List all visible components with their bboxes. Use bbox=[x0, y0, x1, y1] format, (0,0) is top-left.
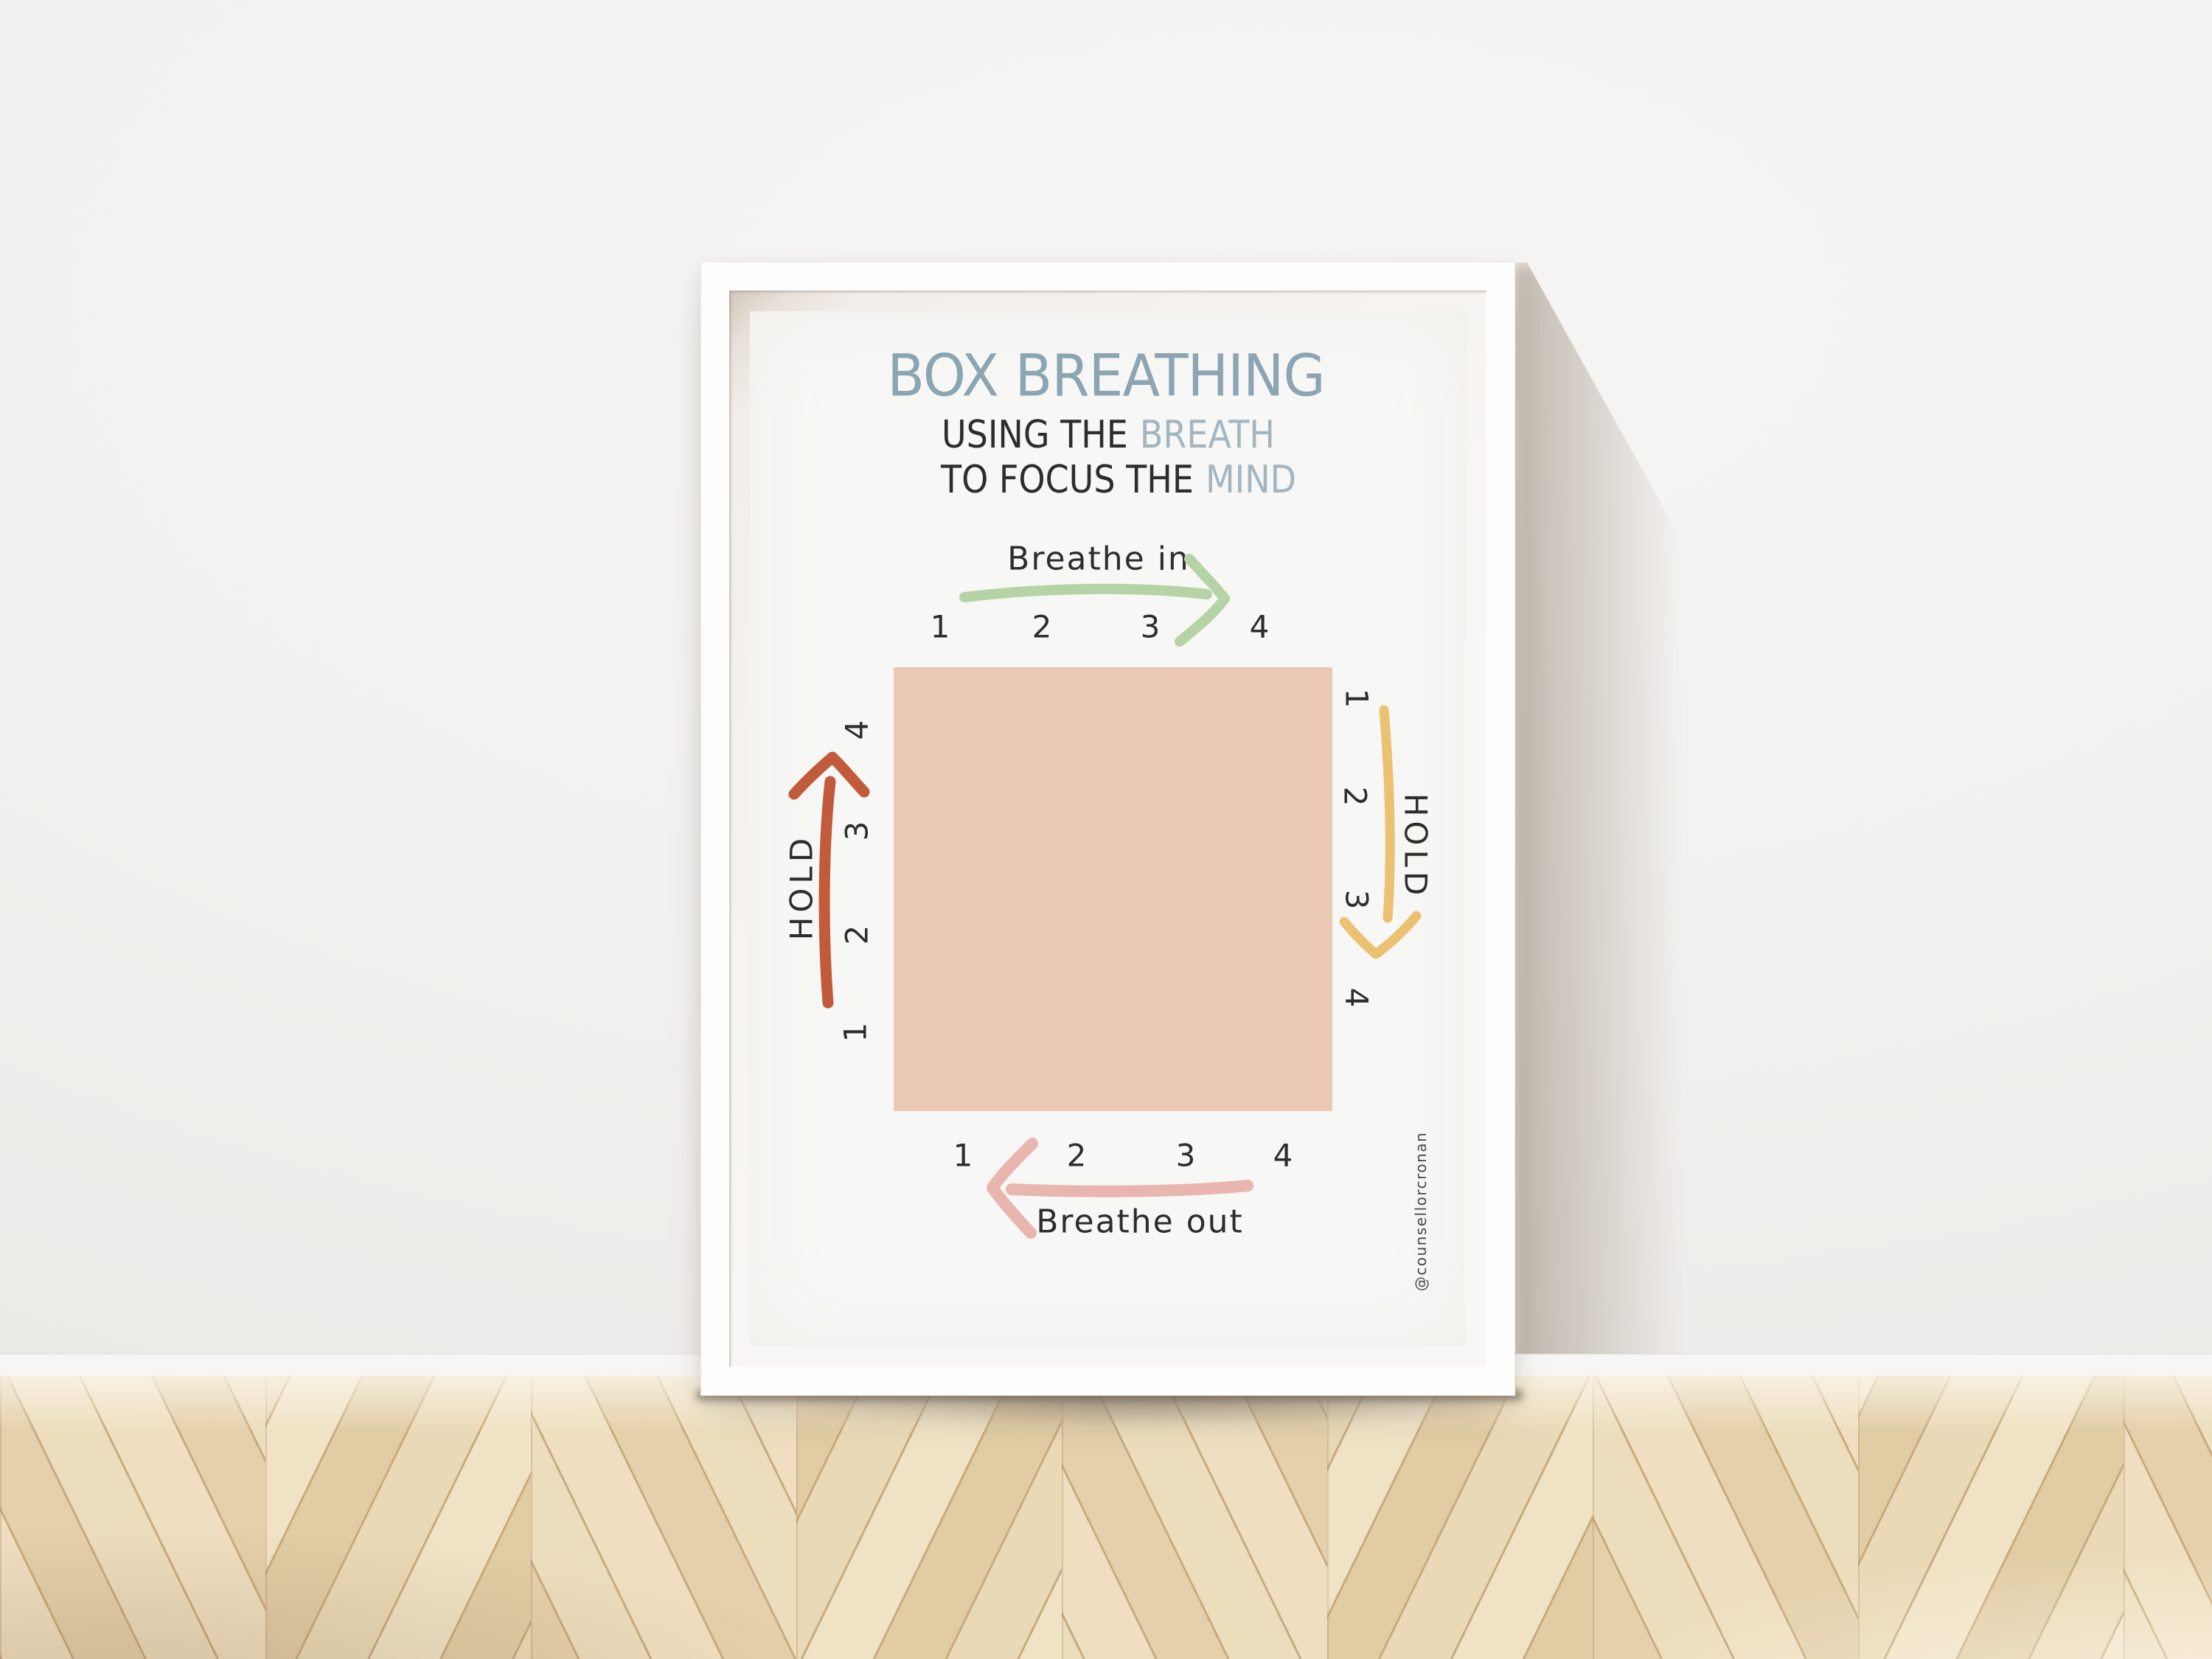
count-top-3: 3 bbox=[1140, 608, 1161, 645]
hold-right-label: HOLD bbox=[1397, 793, 1434, 900]
count-bottom-1: 1 bbox=[953, 1137, 973, 1174]
arrow-head bbox=[987, 1138, 1038, 1239]
floor-lighting bbox=[0, 1376, 2212, 1659]
count-bottom-3: 3 bbox=[1175, 1137, 1196, 1174]
subtitle-line1-dark: USING THE bbox=[941, 411, 1128, 457]
count-right-3: 3 bbox=[1338, 889, 1375, 910]
subtitle-line1-accent: BREATH bbox=[1139, 411, 1276, 457]
arrow-shaft bbox=[959, 583, 1212, 602]
arrow-shaft bbox=[818, 776, 836, 1009]
hold-left-arrow-icon bbox=[788, 751, 870, 1009]
count-right-1: 1 bbox=[1338, 688, 1375, 709]
count-left-1: 1 bbox=[837, 1022, 874, 1043]
subtitle-line2-dark: TO FOCUS THE bbox=[940, 456, 1194, 502]
subtitle-line2-accent: MIND bbox=[1205, 456, 1297, 502]
arrow-head bbox=[1175, 554, 1230, 647]
poster-credit: @counsellorcronan bbox=[1412, 1131, 1430, 1292]
breathe-out-arrow-icon bbox=[987, 1138, 1253, 1239]
breathe-in-label: Breathe in bbox=[1007, 540, 1190, 578]
arrow-shaft bbox=[1006, 1180, 1253, 1197]
count-left-3: 3 bbox=[838, 821, 875, 841]
count-bottom-2: 2 bbox=[1066, 1137, 1087, 1174]
count-left-4: 4 bbox=[838, 720, 875, 740]
count-top-1: 1 bbox=[930, 608, 950, 645]
arrow-shaft bbox=[1379, 705, 1395, 923]
breathe-out-label: Breathe out bbox=[1036, 1203, 1244, 1241]
hold-right-arrow-icon bbox=[1339, 705, 1422, 959]
arrow-head bbox=[1339, 911, 1422, 959]
poster-title: BOX BREATHING bbox=[887, 342, 1325, 410]
subtitle-line-2: TO FOCUS THE MIND bbox=[941, 457, 1296, 501]
floor bbox=[0, 1376, 2212, 1659]
arrow-head bbox=[788, 751, 870, 800]
count-left-2: 2 bbox=[838, 925, 875, 945]
count-top-4: 4 bbox=[1249, 608, 1270, 645]
count-top-2: 2 bbox=[1032, 608, 1052, 645]
count-right-2: 2 bbox=[1337, 786, 1374, 807]
subtitle-line-1: USING THE BREATH bbox=[942, 412, 1275, 456]
count-right-4: 4 bbox=[1338, 987, 1375, 1008]
count-bottom-4: 4 bbox=[1273, 1137, 1293, 1174]
hold-left-label: HOLD bbox=[783, 833, 820, 941]
breathe-in-arrow-icon bbox=[959, 554, 1230, 647]
breathing-square bbox=[894, 667, 1332, 1111]
